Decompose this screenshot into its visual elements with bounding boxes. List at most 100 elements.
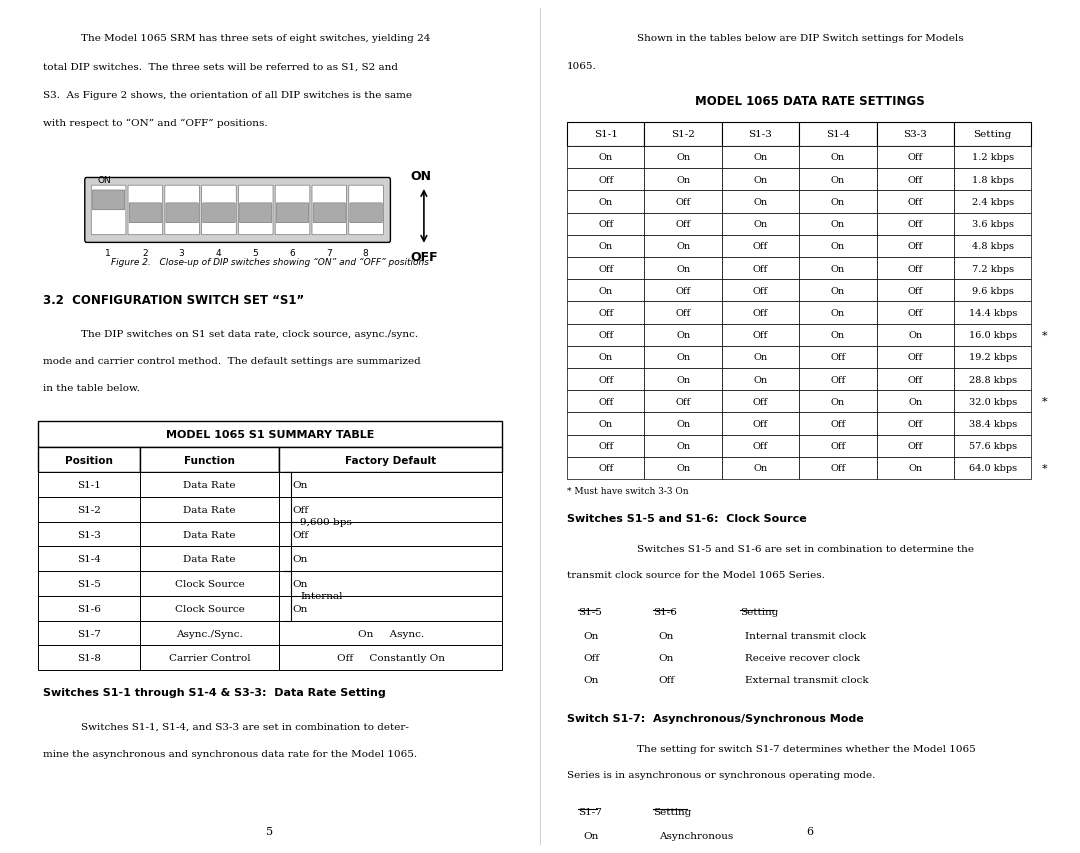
- Text: S1-3: S1-3: [77, 530, 100, 539]
- FancyBboxPatch shape: [140, 621, 280, 646]
- Text: On: On: [598, 198, 612, 206]
- Text: On: On: [831, 242, 845, 251]
- FancyBboxPatch shape: [877, 235, 954, 258]
- FancyBboxPatch shape: [166, 204, 199, 223]
- Text: 4: 4: [216, 249, 221, 258]
- Text: Off: Off: [675, 287, 691, 295]
- Text: S1-5: S1-5: [77, 579, 100, 589]
- Text: On: On: [754, 154, 768, 162]
- Text: MODEL 1065 S1 SUMMARY TABLE: MODEL 1065 S1 SUMMARY TABLE: [166, 430, 374, 439]
- Text: Receive recover clock: Receive recover clock: [745, 653, 860, 663]
- FancyBboxPatch shape: [38, 596, 140, 621]
- Text: Off: Off: [753, 309, 768, 317]
- FancyBboxPatch shape: [140, 522, 280, 547]
- FancyBboxPatch shape: [877, 280, 954, 302]
- FancyBboxPatch shape: [877, 169, 954, 191]
- FancyBboxPatch shape: [954, 413, 1031, 435]
- FancyBboxPatch shape: [38, 421, 502, 448]
- Text: Data Rate: Data Rate: [184, 505, 235, 514]
- FancyBboxPatch shape: [954, 169, 1031, 191]
- Text: On: On: [293, 554, 308, 564]
- Text: Off: Off: [675, 220, 691, 229]
- Text: Off: Off: [907, 309, 923, 317]
- FancyBboxPatch shape: [877, 147, 954, 169]
- FancyBboxPatch shape: [877, 435, 954, 457]
- Text: 38.4 kbps: 38.4 kbps: [969, 420, 1017, 428]
- Text: 6: 6: [807, 826, 813, 836]
- FancyBboxPatch shape: [799, 169, 877, 191]
- Text: Off: Off: [292, 505, 308, 514]
- FancyBboxPatch shape: [567, 123, 645, 147]
- Text: On: On: [293, 480, 308, 490]
- FancyBboxPatch shape: [567, 302, 645, 324]
- Text: Off: Off: [907, 442, 923, 450]
- FancyBboxPatch shape: [799, 391, 877, 413]
- Text: On: On: [831, 309, 845, 317]
- Text: Asynchronous: Asynchronous: [659, 831, 733, 840]
- Text: On: On: [676, 464, 690, 473]
- Text: Off: Off: [675, 397, 691, 406]
- Text: Off: Off: [598, 442, 613, 450]
- FancyBboxPatch shape: [567, 391, 645, 413]
- FancyBboxPatch shape: [312, 186, 347, 235]
- Text: MODEL 1065 DATA RATE SETTINGS: MODEL 1065 DATA RATE SETTINGS: [696, 95, 924, 107]
- Text: Off: Off: [831, 464, 846, 473]
- FancyBboxPatch shape: [877, 191, 954, 213]
- FancyBboxPatch shape: [954, 123, 1031, 147]
- FancyBboxPatch shape: [140, 547, 280, 572]
- FancyBboxPatch shape: [84, 178, 391, 243]
- Text: S1-6: S1-6: [77, 604, 100, 613]
- Text: 9,600 bps: 9,600 bps: [300, 518, 352, 526]
- FancyBboxPatch shape: [721, 147, 799, 169]
- Text: S1-8: S1-8: [77, 653, 100, 663]
- Text: Off: Off: [675, 198, 691, 206]
- Text: 8: 8: [363, 249, 368, 258]
- Text: On: On: [908, 331, 922, 339]
- Text: Off: Off: [907, 375, 923, 384]
- Text: 1.2 kbps: 1.2 kbps: [972, 154, 1014, 162]
- FancyBboxPatch shape: [799, 191, 877, 213]
- Text: 7.2 kbps: 7.2 kbps: [972, 264, 1014, 273]
- FancyBboxPatch shape: [140, 596, 280, 621]
- FancyBboxPatch shape: [349, 186, 383, 235]
- Text: S1-7: S1-7: [77, 629, 100, 638]
- Text: 3: 3: [178, 249, 185, 258]
- Text: Switches S1-1, S1-4, and S3-3 are set in combination to deter-: Switches S1-1, S1-4, and S3-3 are set in…: [81, 722, 409, 731]
- Text: On: On: [676, 420, 690, 428]
- Text: Off: Off: [753, 420, 768, 428]
- Text: Off: Off: [907, 287, 923, 295]
- Text: On: On: [676, 242, 690, 251]
- Text: Off: Off: [598, 397, 613, 406]
- Text: OFF: OFF: [410, 251, 438, 264]
- FancyBboxPatch shape: [721, 413, 799, 435]
- FancyBboxPatch shape: [799, 280, 877, 302]
- FancyBboxPatch shape: [799, 457, 877, 479]
- FancyBboxPatch shape: [38, 448, 140, 473]
- Text: Async./Sync.: Async./Sync.: [176, 629, 243, 638]
- Text: On: On: [754, 198, 768, 206]
- Text: Clock Source: Clock Source: [175, 579, 244, 589]
- Text: On: On: [831, 264, 845, 273]
- FancyBboxPatch shape: [799, 324, 877, 346]
- FancyBboxPatch shape: [954, 368, 1031, 391]
- FancyBboxPatch shape: [202, 186, 237, 235]
- Text: On: On: [583, 631, 598, 641]
- Text: On: On: [659, 653, 674, 663]
- FancyBboxPatch shape: [721, 191, 799, 213]
- Text: ON: ON: [410, 170, 431, 183]
- FancyBboxPatch shape: [721, 324, 799, 346]
- Text: On: On: [598, 287, 612, 295]
- FancyBboxPatch shape: [645, 213, 721, 235]
- Text: Off: Off: [831, 353, 846, 362]
- Text: 1065.: 1065.: [567, 62, 597, 72]
- FancyBboxPatch shape: [799, 235, 877, 258]
- FancyBboxPatch shape: [280, 522, 502, 547]
- Text: Off: Off: [598, 375, 613, 384]
- FancyBboxPatch shape: [877, 457, 954, 479]
- FancyBboxPatch shape: [721, 302, 799, 324]
- Text: Off: Off: [753, 242, 768, 251]
- Text: Off: Off: [753, 331, 768, 339]
- Text: *: *: [1042, 463, 1048, 473]
- Text: Off: Off: [292, 530, 308, 539]
- Text: 4.8 kbps: 4.8 kbps: [972, 242, 1014, 251]
